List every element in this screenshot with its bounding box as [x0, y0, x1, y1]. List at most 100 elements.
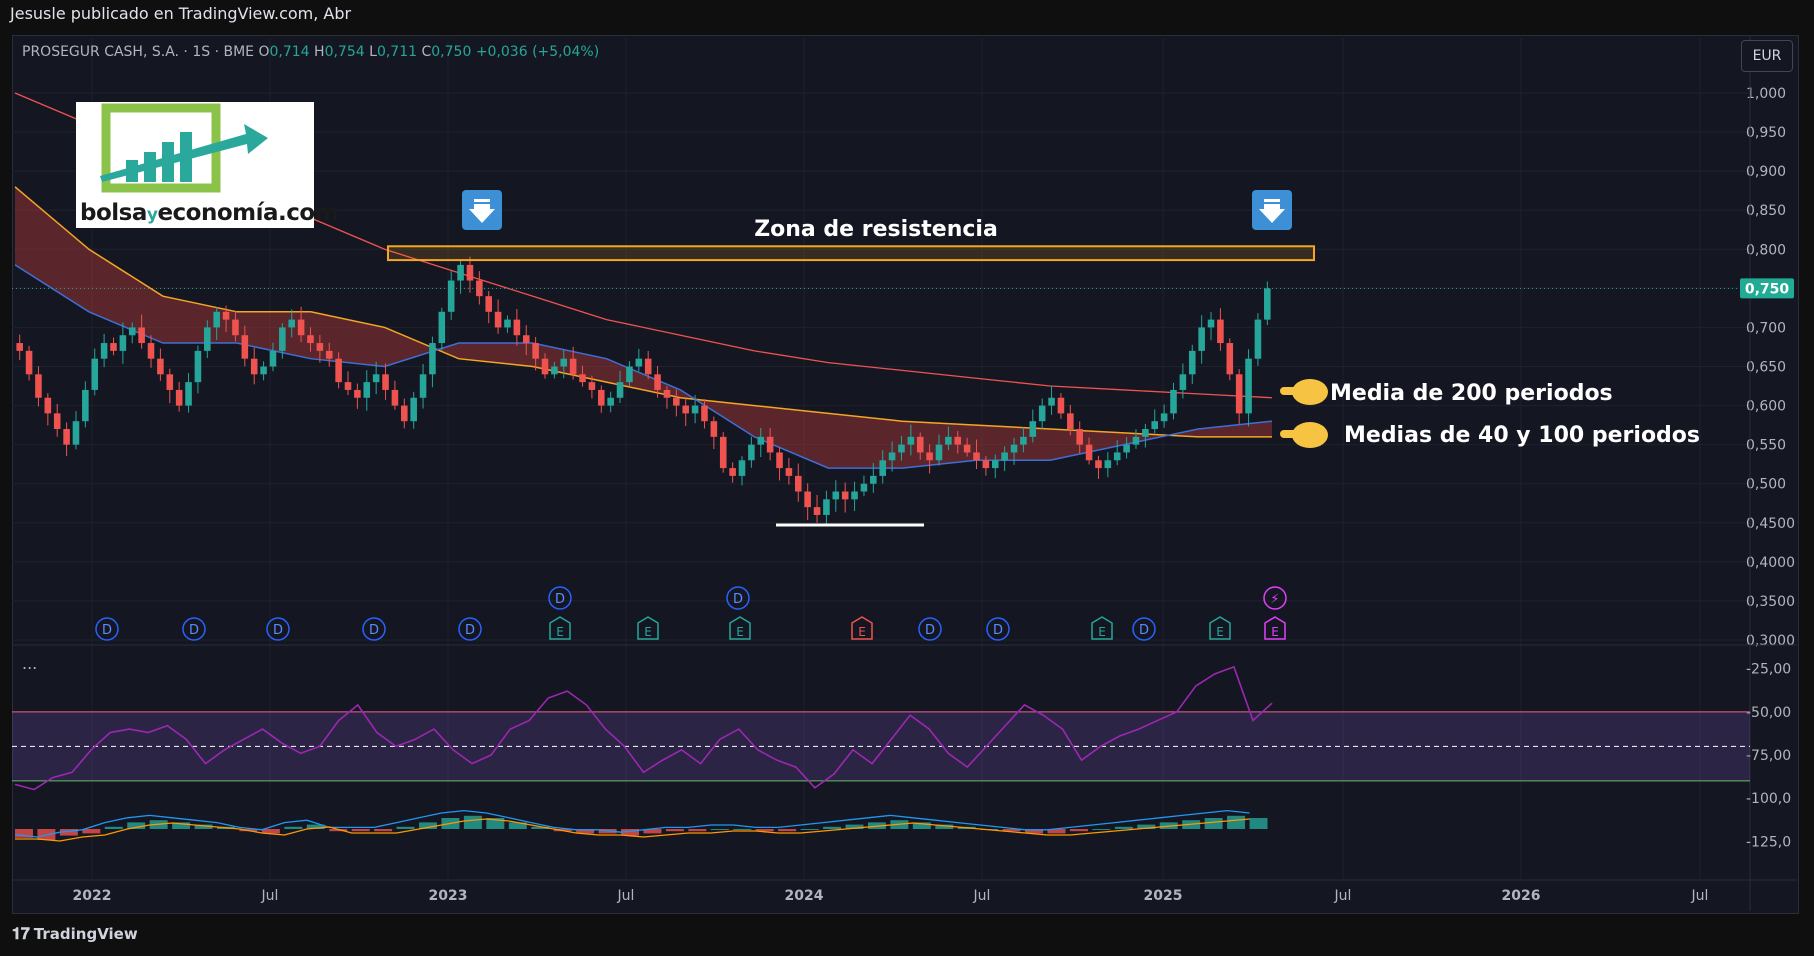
candle-body[interactable] — [372, 374, 380, 383]
candle-body[interactable] — [1179, 374, 1187, 390]
candle-body[interactable] — [466, 264, 474, 281]
candle-body[interactable] — [963, 444, 971, 453]
candle-body[interactable] — [269, 350, 277, 367]
candle-body[interactable] — [382, 374, 389, 390]
earnings-marker[interactable] — [1091, 616, 1113, 640]
candle-body[interactable] — [391, 389, 399, 406]
candle-body[interactable] — [654, 374, 661, 390]
candle-body[interactable] — [504, 319, 511, 328]
candle-body[interactable] — [785, 468, 793, 476]
candle-body[interactable] — [719, 436, 727, 469]
candle-body[interactable] — [166, 374, 174, 390]
candle-body[interactable] — [91, 358, 99, 390]
earnings-marker[interactable] — [1209, 616, 1231, 640]
candle-body[interactable] — [72, 421, 80, 445]
candle-body[interactable] — [879, 460, 886, 476]
candle-body[interactable] — [53, 413, 61, 430]
candle-body[interactable] — [204, 327, 211, 351]
candle-body[interactable] — [1001, 452, 1008, 461]
candle-body[interactable] — [766, 436, 774, 453]
candle-body[interactable] — [119, 335, 127, 351]
candle-body[interactable] — [241, 335, 249, 359]
candle-body[interactable] — [138, 327, 145, 344]
candle-body[interactable] — [532, 343, 539, 359]
candle-body[interactable] — [1264, 288, 1271, 320]
candle-body[interactable] — [616, 382, 624, 398]
candle-body[interactable] — [522, 335, 530, 344]
candle-body[interactable] — [316, 343, 324, 351]
candle-body[interactable] — [860, 483, 868, 492]
candle-body[interactable] — [250, 358, 258, 375]
indicator-more-button[interactable]: ... — [22, 654, 38, 673]
candle-body[interactable] — [935, 444, 943, 461]
candle-body[interactable] — [1254, 319, 1262, 359]
candle-body[interactable] — [888, 452, 896, 461]
candle-body[interactable] — [579, 374, 586, 383]
dividend-marker[interactable] — [182, 617, 206, 641]
candle-body[interactable] — [363, 382, 371, 398]
candle-body[interactable] — [973, 452, 980, 461]
candle-body[interactable] — [710, 421, 718, 437]
candle-body[interactable] — [1235, 374, 1243, 414]
candle-body[interactable] — [494, 311, 502, 328]
candle-body[interactable] — [194, 350, 202, 383]
candle-body[interactable] — [213, 311, 220, 328]
candle-body[interactable] — [738, 460, 746, 476]
candle-body[interactable] — [335, 358, 342, 383]
candle-body[interactable] — [898, 444, 905, 453]
candle-body[interactable] — [945, 436, 952, 445]
candle-body[interactable] — [419, 374, 427, 398]
candle-body[interactable] — [832, 491, 840, 500]
alert-icon[interactable] — [1263, 586, 1287, 610]
candle-body[interactable] — [813, 507, 821, 515]
candle-body[interactable] — [907, 436, 915, 445]
candle-body[interactable] — [344, 382, 352, 390]
candle-body[interactable] — [982, 460, 990, 469]
candle-body[interactable] — [1245, 358, 1252, 414]
candle-body[interactable] — [701, 405, 708, 422]
candle-body[interactable] — [1048, 397, 1055, 406]
candle-body[interactable] — [1151, 421, 1159, 430]
candle-body[interactable] — [354, 389, 361, 398]
candle-body[interactable] — [691, 405, 699, 414]
earnings-marker[interactable] — [851, 616, 873, 640]
candle-body[interactable] — [307, 335, 314, 344]
candle-body[interactable] — [16, 343, 23, 351]
candle-body[interactable] — [128, 327, 136, 336]
candle-body[interactable] — [954, 436, 962, 445]
candle-body[interactable] — [325, 350, 333, 359]
candle-body[interactable] — [823, 499, 830, 515]
dividend-marker[interactable] — [726, 586, 750, 610]
candle-body[interactable] — [607, 397, 614, 406]
candle-body[interactable] — [1113, 452, 1121, 461]
candle-body[interactable] — [1010, 444, 1018, 453]
candle-body[interactable] — [588, 382, 596, 390]
candle-body[interactable] — [35, 374, 42, 398]
candle-body[interactable] — [804, 491, 811, 508]
candle-body[interactable] — [297, 319, 305, 336]
candle-body[interactable] — [1095, 460, 1102, 469]
candle-body[interactable] — [410, 397, 417, 422]
candle-body[interactable] — [147, 343, 155, 359]
dividend-marker[interactable] — [548, 586, 572, 610]
candle-body[interactable] — [870, 475, 877, 484]
candle-body[interactable] — [757, 436, 765, 445]
candle-body[interactable] — [748, 444, 755, 461]
candle-body[interactable] — [841, 491, 849, 500]
candle-body[interactable] — [513, 319, 521, 336]
candle-body[interactable] — [100, 343, 108, 359]
dividend-marker[interactable] — [1132, 617, 1156, 641]
candle-body[interactable] — [63, 429, 70, 445]
currency-button[interactable]: EUR — [1741, 40, 1793, 72]
candle-body[interactable] — [598, 389, 605, 406]
earnings-marker[interactable] — [637, 616, 659, 640]
candle-body[interactable] — [185, 382, 192, 406]
candle-body[interactable] — [1020, 436, 1027, 445]
candle-body[interactable] — [1142, 429, 1149, 437]
earnings-marker[interactable] — [549, 616, 571, 640]
candle-body[interactable] — [1132, 436, 1140, 445]
candle-body[interactable] — [157, 358, 164, 375]
candle-body[interactable] — [260, 366, 267, 375]
candle-body[interactable] — [851, 491, 858, 500]
